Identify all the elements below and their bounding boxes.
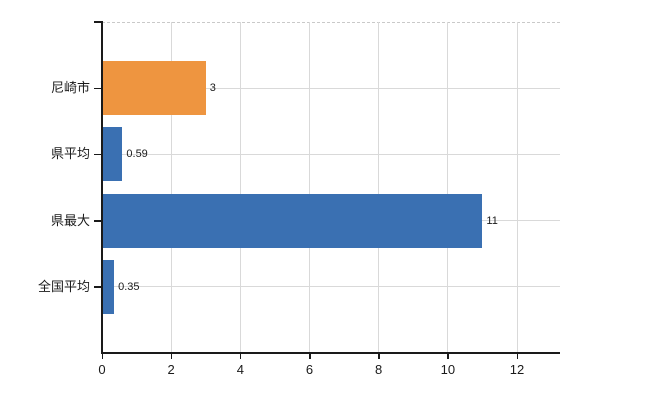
vertical-gridline xyxy=(170,22,172,353)
vertical-gridline xyxy=(239,22,241,353)
x-tick-label: 8 xyxy=(375,362,383,377)
category-label: 県平均 xyxy=(50,146,90,162)
bar xyxy=(103,127,123,182)
x-axis-tick xyxy=(516,353,518,359)
vertical-gridline xyxy=(309,22,310,353)
x-axis-tick xyxy=(378,353,380,359)
horizontal-gridline xyxy=(102,153,560,155)
x-axis-tick xyxy=(447,353,449,359)
bar-value-label: 0.59 xyxy=(126,148,148,161)
x-axis-line xyxy=(101,352,560,354)
x-tick-label: 0 xyxy=(98,362,106,377)
category-label: 県最大 xyxy=(50,212,90,228)
x-tick-label: 10 xyxy=(440,362,456,377)
category-label: 尼崎市 xyxy=(50,80,90,96)
bar-value-label: 0.35 xyxy=(118,280,140,293)
vertical-gridline xyxy=(447,22,449,353)
category-label: 全国平均 xyxy=(37,278,90,294)
bar-value-label: 3 xyxy=(209,82,216,95)
bar-value-label: 11 xyxy=(486,214,498,227)
y-axis-tick xyxy=(94,153,102,156)
x-tick-label: 2 xyxy=(167,362,175,377)
y-axis-tick xyxy=(94,286,102,288)
x-axis-tick xyxy=(101,353,103,359)
y-axis-line xyxy=(101,21,103,353)
x-axis-tick xyxy=(309,353,311,359)
x-axis-tick xyxy=(239,353,242,359)
x-tick-label: 6 xyxy=(305,362,314,377)
horizontal-gridline xyxy=(102,87,560,89)
bar xyxy=(103,259,115,314)
x-tick-label: 12 xyxy=(509,362,525,377)
bar xyxy=(103,193,483,248)
x-tick-label: 4 xyxy=(236,362,244,377)
plot-top-border xyxy=(102,22,560,23)
y-axis-tick xyxy=(94,220,102,222)
x-axis-tick xyxy=(170,353,173,359)
vertical-gridline xyxy=(516,22,518,353)
vertical-gridline xyxy=(378,22,380,353)
horizontal-gridline xyxy=(102,286,560,288)
bar xyxy=(103,61,206,116)
y-axis-tick xyxy=(94,87,102,90)
y-axis-tick xyxy=(94,21,102,23)
